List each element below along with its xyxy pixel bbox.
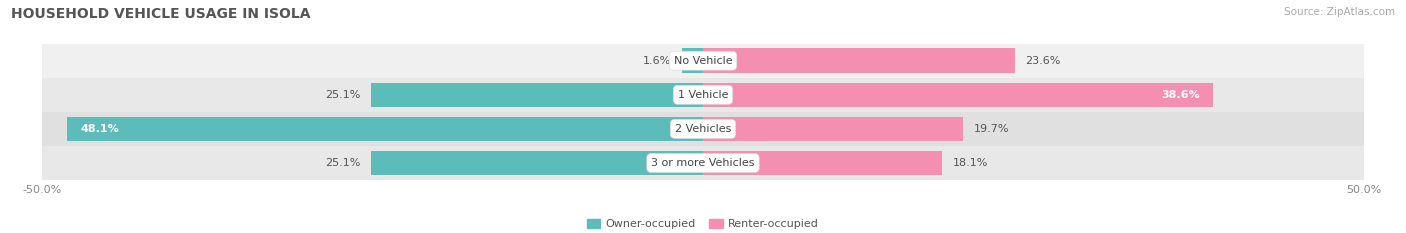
Text: 2 Vehicles: 2 Vehicles xyxy=(675,124,731,134)
Text: 38.6%: 38.6% xyxy=(1161,90,1199,100)
Text: Source: ZipAtlas.com: Source: ZipAtlas.com xyxy=(1284,7,1395,17)
Text: 25.1%: 25.1% xyxy=(325,90,361,100)
Bar xyxy=(42,78,1364,112)
Bar xyxy=(682,48,703,73)
Bar xyxy=(371,151,703,175)
Bar xyxy=(42,112,1364,146)
Text: 1.6%: 1.6% xyxy=(643,56,671,66)
Text: 3 or more Vehicles: 3 or more Vehicles xyxy=(651,158,755,168)
Text: 19.7%: 19.7% xyxy=(974,124,1010,134)
Text: 23.6%: 23.6% xyxy=(1025,56,1062,66)
Legend: Owner-occupied, Renter-occupied: Owner-occupied, Renter-occupied xyxy=(586,219,820,229)
Bar xyxy=(703,48,1015,73)
Bar xyxy=(703,151,942,175)
Text: No Vehicle: No Vehicle xyxy=(673,56,733,66)
Bar xyxy=(371,82,703,107)
Bar xyxy=(703,116,963,141)
Text: 1 Vehicle: 1 Vehicle xyxy=(678,90,728,100)
Bar xyxy=(703,82,1213,107)
Bar xyxy=(42,146,1364,180)
Text: HOUSEHOLD VEHICLE USAGE IN ISOLA: HOUSEHOLD VEHICLE USAGE IN ISOLA xyxy=(11,7,311,21)
Text: 48.1%: 48.1% xyxy=(80,124,120,134)
Text: 18.1%: 18.1% xyxy=(953,158,988,168)
Bar xyxy=(42,44,1364,78)
Text: 25.1%: 25.1% xyxy=(325,158,361,168)
Bar xyxy=(67,116,703,141)
